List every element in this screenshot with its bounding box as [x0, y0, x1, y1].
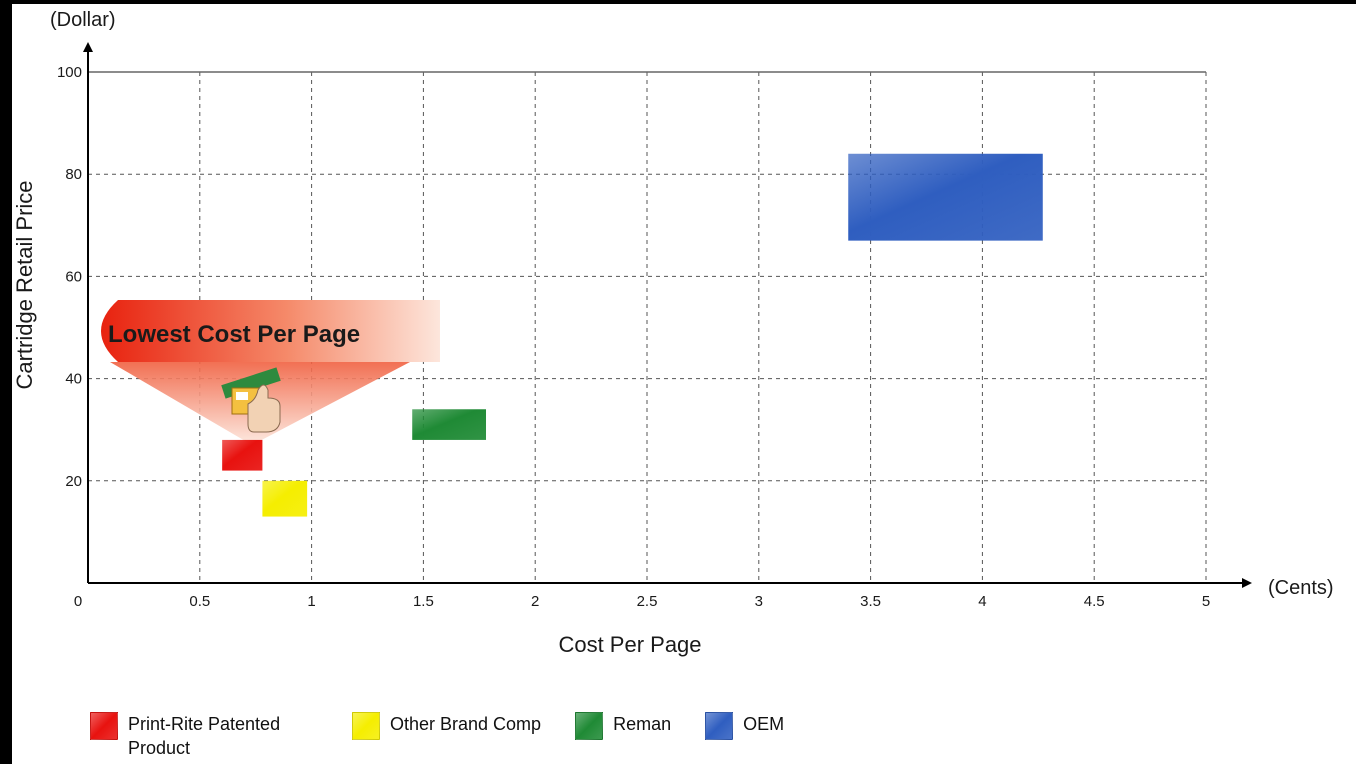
legend-label: Other Brand Comp	[390, 714, 542, 734]
legend-swatch	[90, 712, 118, 740]
legend-label: Print-Rite Patented Product	[128, 714, 281, 758]
x-tick-label: 0	[74, 593, 82, 610]
axes	[83, 42, 1252, 588]
x-tick-label: 2.5	[637, 593, 658, 610]
data-rect-other-brand-comp	[262, 480, 308, 517]
thumbs-up-icon	[221, 367, 281, 433]
x-axis-arrow	[1242, 578, 1252, 588]
data-rect-oem	[848, 153, 1043, 241]
tick-labels: 0 0.5 1 1.5 2 2.5 3 3.5 4 4.5 5 20 40 60 80 100	[57, 64, 1210, 610]
x-tick-label: 4	[978, 593, 986, 610]
lowest-cost-callout: Lowest Cost Per Page	[101, 300, 440, 445]
y-tick-label: 60	[65, 268, 82, 285]
x-tick-label: 5	[1202, 593, 1210, 610]
axis-titles: (Dollar) (Cents) Cost Per Page Cartridge…	[12, 9, 1334, 657]
legend-item: Other Brand Comp	[352, 712, 541, 762]
legend-item: Reman	[575, 712, 671, 762]
x-unit-label: (Cents)	[1268, 577, 1334, 599]
y-axis-arrow	[83, 42, 93, 52]
x-tick-label: 2	[531, 593, 539, 610]
y-axis-title: Cartridge Retail Price	[12, 180, 37, 389]
legend-swatch	[352, 712, 380, 740]
x-tick-label: 3	[755, 593, 763, 610]
legend-item: OEM	[705, 712, 784, 762]
legend: Print-Rite Patented Product Other Brand Co…	[90, 712, 784, 762]
y-tick-label: 20	[65, 473, 82, 490]
callout-banner	[101, 300, 440, 362]
x-tick-label: 3.5	[860, 593, 881, 610]
data-rect-reman	[412, 409, 487, 440]
legend-swatch	[705, 712, 734, 740]
y-unit-label: (Dollar)	[50, 9, 116, 31]
callout-text: Lowest Cost Per Page	[108, 321, 360, 348]
legend-label: OEM	[743, 714, 785, 734]
data-rects	[222, 153, 1043, 517]
legend-swatch	[575, 712, 604, 740]
legend-item: Print-Rite Patented Product	[90, 712, 318, 762]
data-rect-print-rite-patented-product	[222, 439, 263, 471]
x-tick-label: 1	[307, 593, 315, 610]
legend-label: Reman	[613, 714, 672, 734]
x-tick-label: 0.5	[189, 593, 210, 610]
x-tick-label: 4.5	[1084, 593, 1105, 610]
y-tick-label: 80	[65, 166, 82, 183]
y-tick-label: 100	[57, 64, 82, 81]
x-tick-label: 1.5	[413, 593, 434, 610]
y-tick-label: 40	[65, 371, 82, 388]
x-axis-title: Cost Per Page	[558, 632, 701, 657]
